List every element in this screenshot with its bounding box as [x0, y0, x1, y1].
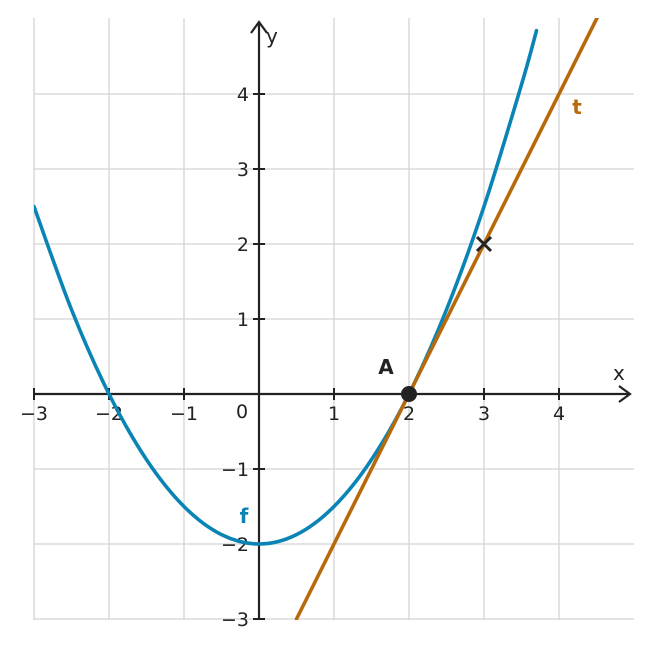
series-label-f: f — [240, 504, 249, 528]
y-axis-label: y — [266, 24, 278, 48]
point-a-dot — [401, 386, 417, 402]
y-tick-label: 4 — [237, 84, 249, 106]
curves — [34, 18, 600, 620]
y-tick-label: 1 — [237, 309, 249, 331]
x-axis-arrow — [618, 385, 632, 403]
y-tick-label: 3 — [237, 159, 249, 181]
x-axis-label: x — [613, 361, 625, 385]
series-t-line — [294, 18, 600, 620]
y-tick-label: 2 — [237, 234, 249, 256]
series-label-t: t — [572, 95, 582, 119]
points — [401, 235, 493, 402]
labels: x y 0 f t A — [236, 24, 625, 528]
x-tick-label: 2 — [403, 403, 415, 425]
x-tick-label: −1 — [170, 403, 198, 425]
point-label-a: A — [378, 355, 394, 379]
y-tick-label: −1 — [221, 459, 249, 481]
x-tick-label: 3 — [478, 403, 490, 425]
x-tick-label: 4 — [553, 403, 565, 425]
y-axis-arrow — [250, 20, 268, 34]
series-f-line — [34, 28, 539, 546]
x-tick-label: 1 — [328, 403, 340, 425]
origin-label: 0 — [236, 401, 248, 423]
x-tick-label: −3 — [20, 403, 48, 425]
grid — [33, 18, 634, 620]
y-tick-label: −3 — [221, 609, 249, 631]
cross-mark-stroke — [475, 235, 493, 253]
